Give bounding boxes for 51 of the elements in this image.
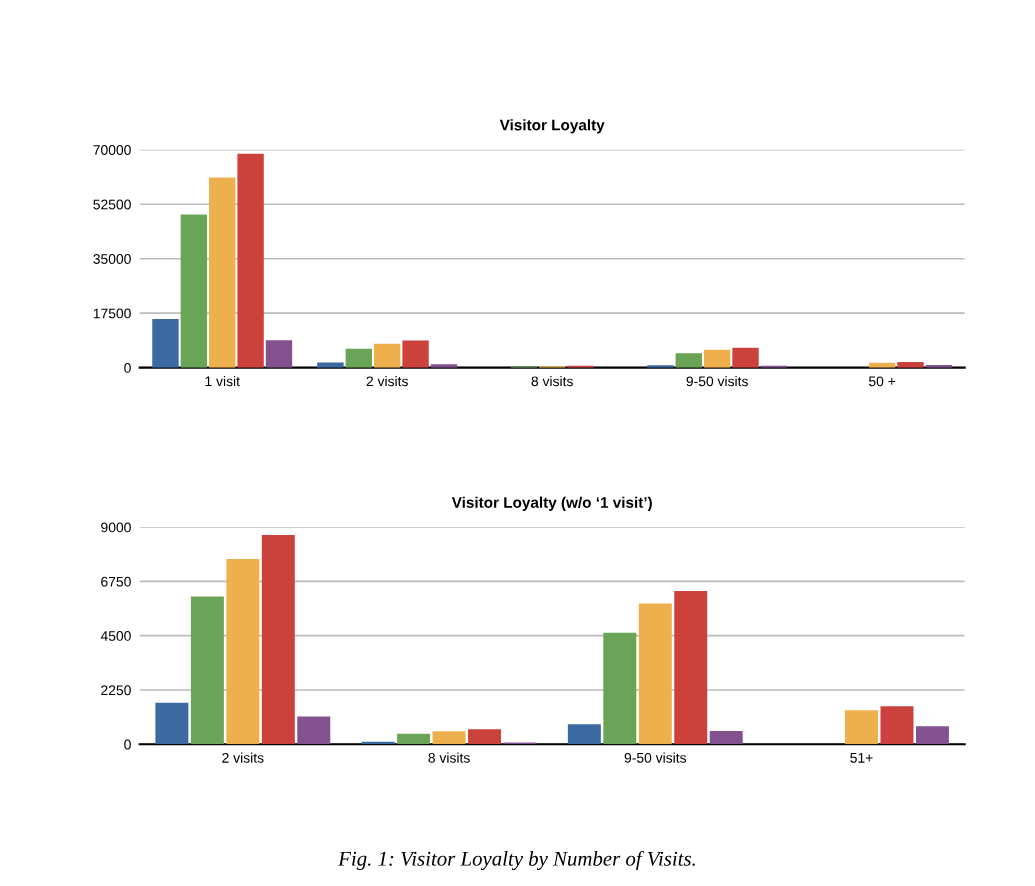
y-tick-label: 52500 bbox=[93, 199, 131, 210]
bar bbox=[345, 348, 373, 368]
bar bbox=[567, 724, 601, 745]
bar bbox=[880, 706, 914, 745]
chart-title: Visitor Loyalty (w/o ‘1 visit’) bbox=[451, 496, 652, 511]
bar bbox=[603, 632, 637, 745]
bar bbox=[397, 733, 431, 745]
y-tick-label: 4500 bbox=[100, 631, 131, 641]
caption: Fig. 1: Visitor Loyalty by Number of Visits. bbox=[338, 850, 695, 871]
bar bbox=[155, 702, 189, 745]
y-tick-label: 35000 bbox=[93, 254, 131, 264]
y-tick-label: 2250 bbox=[101, 685, 131, 696]
bar bbox=[703, 349, 731, 368]
bar bbox=[152, 319, 179, 368]
bar bbox=[638, 603, 672, 745]
bar bbox=[897, 362, 924, 368]
bar bbox=[261, 534, 295, 745]
bar bbox=[226, 559, 260, 745]
bar bbox=[209, 177, 236, 368]
y-tick-label: 0 bbox=[124, 363, 131, 373]
x-tick-label: 8 visits bbox=[428, 752, 470, 763]
bar bbox=[915, 726, 949, 745]
bar bbox=[845, 710, 878, 745]
bar bbox=[374, 343, 401, 368]
x-tick-label: 50 + bbox=[868, 376, 896, 387]
x-tick-label: 2 visits bbox=[366, 376, 408, 387]
x-tick-label: 2 visits bbox=[222, 752, 264, 763]
x-tick-label: 1 visit bbox=[205, 376, 240, 387]
bar bbox=[675, 353, 702, 368]
bar bbox=[402, 340, 429, 368]
bar bbox=[237, 153, 264, 368]
x-tick-label: 9-50 visits bbox=[624, 752, 687, 763]
y-tick-label: 70000 bbox=[93, 145, 131, 155]
bar bbox=[297, 716, 331, 745]
x-tick-label: 9-50 visits bbox=[686, 376, 748, 387]
y-tick-label: 6750 bbox=[101, 576, 131, 587]
bar bbox=[317, 362, 344, 368]
bar bbox=[432, 731, 466, 745]
bar bbox=[180, 214, 208, 368]
y-tick-label: 17500 bbox=[93, 308, 131, 319]
chart-title: Visitor Loyalty bbox=[499, 119, 605, 134]
bar bbox=[674, 591, 708, 745]
bar bbox=[732, 347, 759, 368]
y-tick-label: 9000 bbox=[101, 522, 131, 533]
bar bbox=[190, 596, 224, 745]
bar bbox=[468, 729, 502, 745]
bar bbox=[709, 730, 743, 745]
x-tick-label: 8 visits bbox=[531, 376, 573, 387]
x-tick-label: 51+ bbox=[850, 753, 873, 763]
y-tick-label: 0 bbox=[124, 739, 131, 750]
bar bbox=[265, 340, 293, 368]
